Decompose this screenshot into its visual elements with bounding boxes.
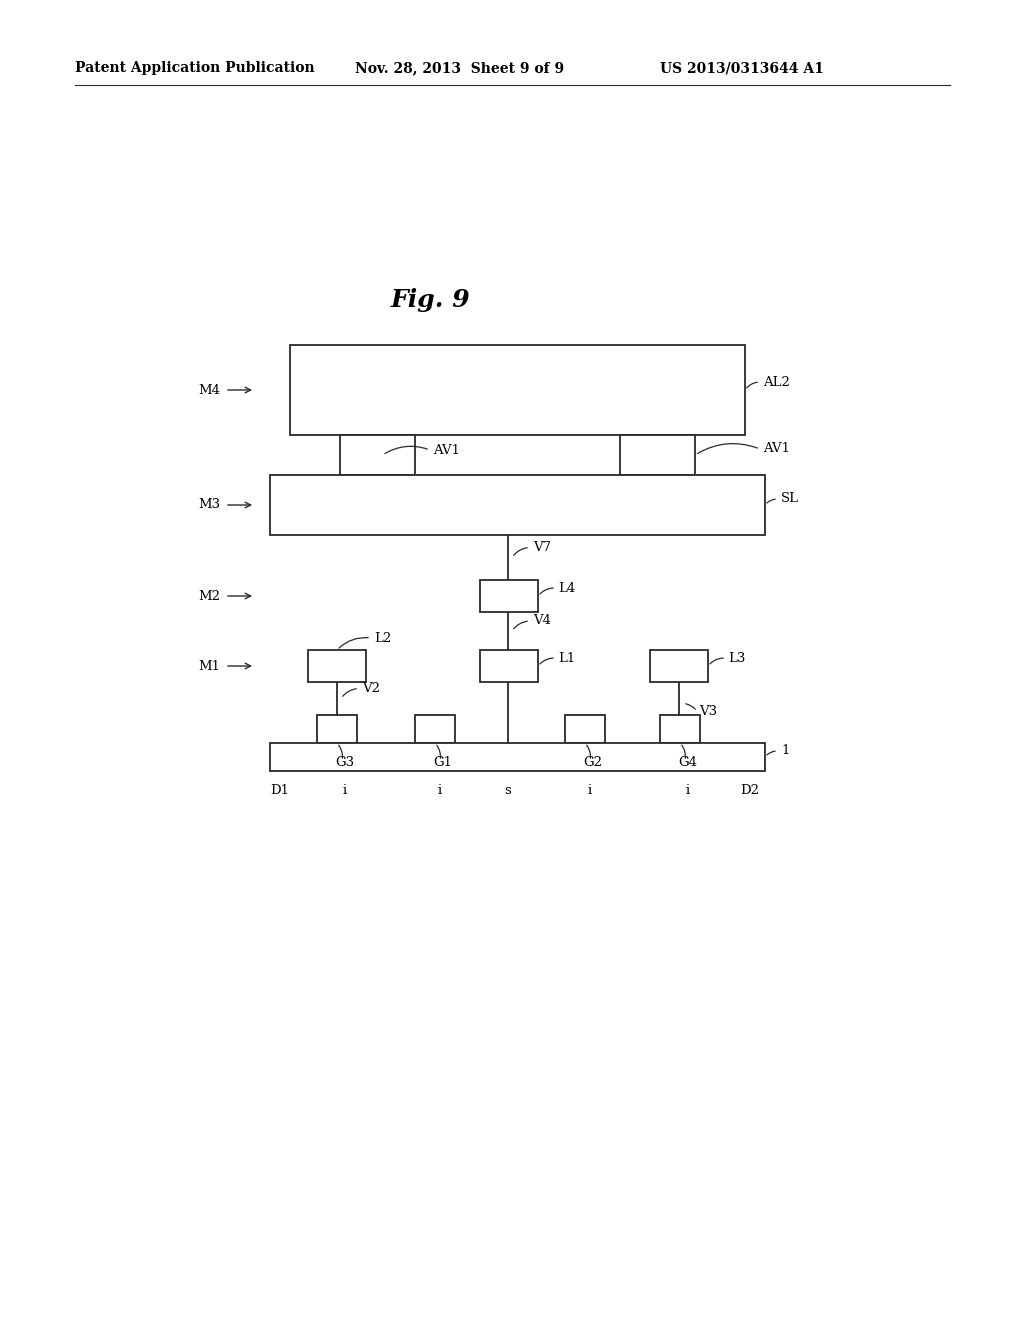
Bar — [660, 715, 700, 743]
Text: M1: M1 — [198, 660, 220, 672]
Bar — [565, 715, 605, 743]
Bar — [317, 715, 357, 743]
Text: 1: 1 — [781, 744, 790, 758]
Bar — [620, 436, 695, 475]
Text: G2: G2 — [583, 756, 602, 770]
Text: Nov. 28, 2013  Sheet 9 of 9: Nov. 28, 2013 Sheet 9 of 9 — [355, 61, 564, 75]
Text: D1: D1 — [270, 784, 290, 796]
Bar — [290, 345, 745, 436]
Text: Fig. 9: Fig. 9 — [390, 288, 470, 312]
Text: i: i — [438, 784, 442, 796]
Text: i: i — [343, 784, 347, 796]
Text: i: i — [588, 784, 592, 796]
Bar — [270, 743, 765, 771]
Text: G4: G4 — [678, 756, 697, 770]
Text: D2: D2 — [740, 784, 760, 796]
Text: AV1: AV1 — [763, 442, 790, 455]
Text: L1: L1 — [558, 652, 575, 664]
Text: SL: SL — [781, 492, 799, 506]
Text: G3: G3 — [335, 756, 354, 770]
Text: AL2: AL2 — [763, 375, 790, 388]
Bar — [270, 475, 765, 535]
Text: Patent Application Publication: Patent Application Publication — [75, 61, 314, 75]
Text: V2: V2 — [362, 682, 380, 696]
Text: L3: L3 — [728, 652, 745, 664]
Text: AV1: AV1 — [433, 444, 460, 457]
Text: M4: M4 — [198, 384, 220, 396]
Text: V4: V4 — [534, 615, 551, 627]
Text: US 2013/0313644 A1: US 2013/0313644 A1 — [660, 61, 824, 75]
Text: G1: G1 — [433, 756, 452, 770]
Text: V7: V7 — [534, 541, 551, 554]
Bar — [480, 649, 538, 682]
Text: M3: M3 — [198, 499, 220, 511]
Bar — [650, 649, 708, 682]
Bar — [308, 649, 366, 682]
Text: L4: L4 — [558, 582, 575, 594]
Text: L2: L2 — [374, 631, 391, 644]
Text: s: s — [505, 784, 511, 796]
Text: M2: M2 — [198, 590, 220, 602]
Bar — [415, 715, 455, 743]
Bar — [480, 579, 538, 612]
Text: V3: V3 — [699, 705, 717, 718]
Text: i: i — [686, 784, 690, 796]
Bar — [340, 436, 415, 475]
